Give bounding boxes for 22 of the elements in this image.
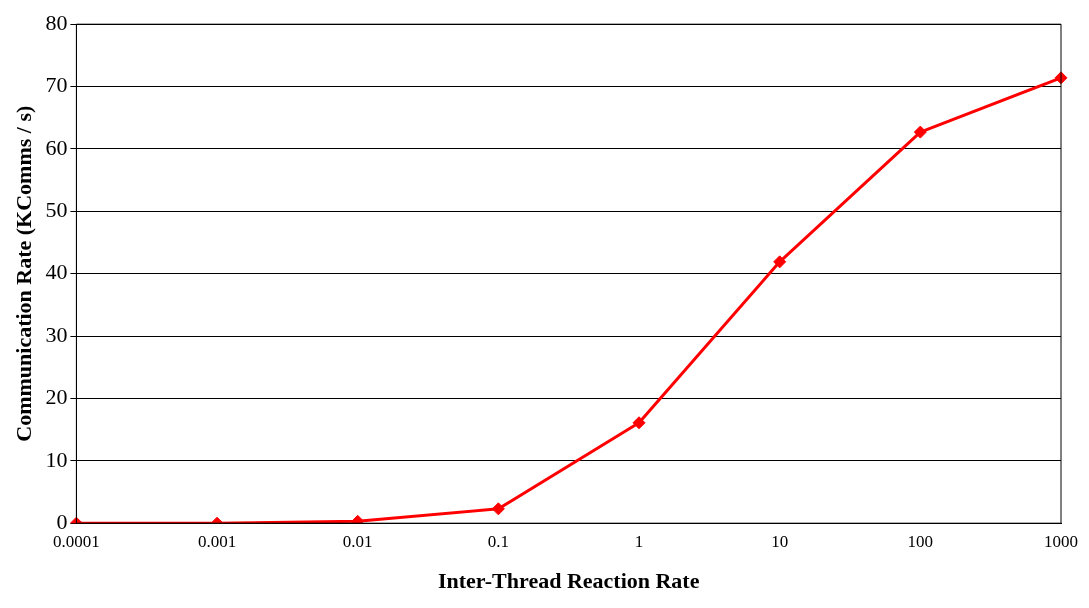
y-tick-label: 40 — [45, 259, 68, 285]
point — [913, 125, 927, 139]
x-tick-label: 0.1 — [487, 531, 509, 551]
y-tick-label: 70 — [45, 72, 68, 98]
x-tick-label: 1 — [634, 531, 644, 551]
y-tick-label: 0 — [56, 508, 68, 534]
x-tick-label: 0.0001 — [53, 531, 100, 551]
y-tick-label: 30 — [45, 321, 68, 347]
x-tick-label: 100 — [907, 531, 934, 551]
point — [773, 255, 787, 269]
y-tick-label: 20 — [45, 384, 68, 410]
point — [632, 416, 646, 430]
y-axis-title: Communication Rate (KComms / s) — [10, 105, 36, 442]
x-tick-label: 0.01 — [342, 531, 373, 551]
y-tick-label: 80 — [45, 9, 68, 35]
y-tick-label: 10 — [45, 446, 68, 472]
x-tick-label: 0.001 — [197, 531, 237, 551]
y-tick-label: 60 — [45, 134, 68, 160]
x-tick-label: 10 — [771, 531, 789, 551]
x-axis-title: Inter-Thread Reaction Rate — [437, 568, 700, 594]
y-tick-label: 50 — [45, 197, 68, 223]
x-tick-label: 1000 — [1044, 531, 1078, 551]
